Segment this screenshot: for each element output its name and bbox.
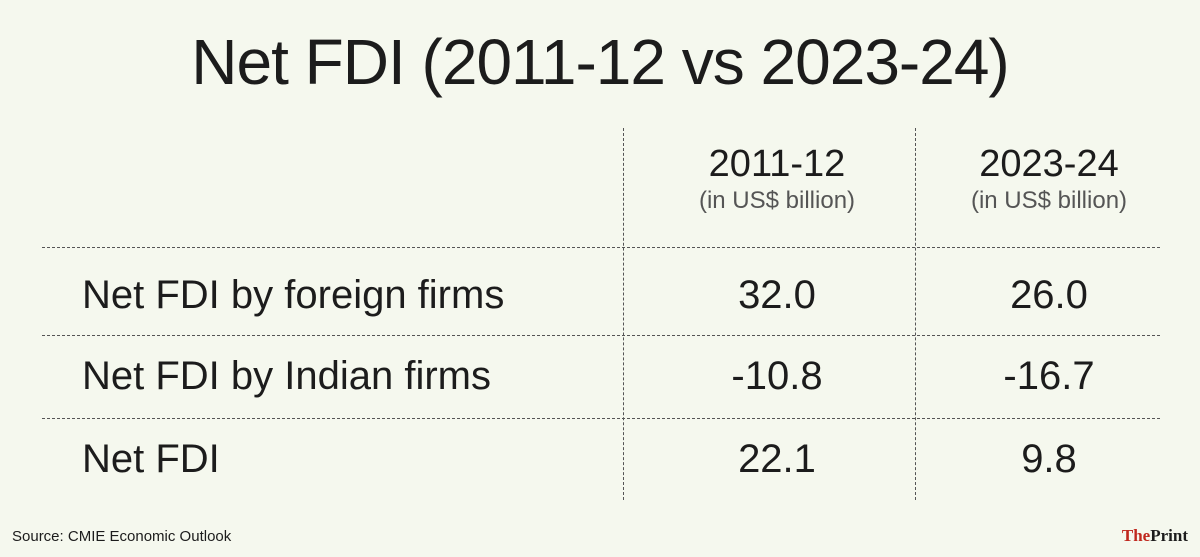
- cell-indian-2011-12: -10.8: [731, 354, 823, 398]
- row-label-foreign-firms: Net FDI by foreign firms: [82, 273, 505, 317]
- cell-net-2023-24: 9.8: [1021, 437, 1077, 481]
- row-divider: [42, 335, 1160, 336]
- cell-foreign-2023-24: 26.0: [1010, 273, 1088, 317]
- cell-net-2011-12: 22.1: [738, 437, 816, 481]
- row-label-indian-firms: Net FDI by Indian firms: [82, 354, 492, 398]
- cell-foreign-2011-12: 32.0: [738, 273, 816, 317]
- row-label-net-fdi: Net FDI: [82, 437, 220, 481]
- column-year: 2023-24: [979, 143, 1119, 185]
- header-divider: [42, 247, 1160, 248]
- column-header-2023-24: 2023-24 (in US$ billion): [914, 142, 1184, 216]
- chart-title: Net FDI (2011-12 vs 2023-24): [191, 26, 1009, 98]
- column-unit: (in US$ billion): [970, 187, 1128, 214]
- column-header-2011-12: 2011-12 (in US$ billion): [642, 142, 912, 216]
- column-divider-1: [623, 128, 624, 500]
- row-divider: [42, 418, 1160, 419]
- source-note: Source: CMIE Economic Outlook: [12, 528, 232, 545]
- logo-print: Print: [1150, 526, 1188, 545]
- theprint-logo: ThePrint: [1122, 525, 1188, 547]
- column-unit: (in US$ billion): [698, 187, 856, 214]
- cell-indian-2023-24: -16.7: [1003, 354, 1095, 398]
- column-divider-2: [915, 128, 916, 500]
- column-year: 2011-12: [708, 143, 846, 185]
- logo-the: The: [1121, 526, 1151, 545]
